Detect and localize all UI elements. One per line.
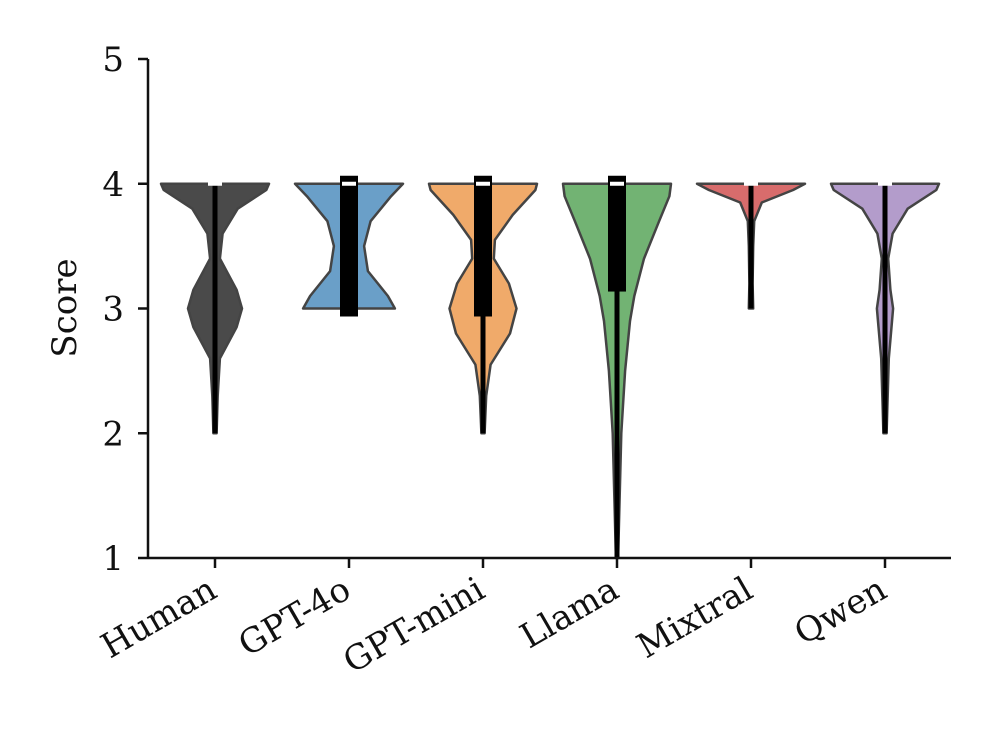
median-gpt-4o — [342, 181, 356, 186]
y-tick-label-1: 1 — [102, 539, 124, 579]
iqr-box-gpt-mini — [474, 175, 492, 317]
iqr-box-gpt-4o — [340, 175, 358, 317]
median-gpt-mini — [476, 181, 490, 186]
y-tick-label-4: 4 — [102, 165, 124, 205]
iqr-box-llama — [608, 175, 626, 292]
median-human — [208, 181, 222, 186]
y-tick-label-5: 5 — [102, 40, 124, 80]
median-qwen — [878, 181, 892, 186]
x-tick-label-Llama: Llama — [513, 569, 625, 657]
median-mixtral — [744, 181, 758, 186]
y-ticks: 1 2 3 4 5 — [102, 40, 148, 579]
y-tick-label-2: 2 — [102, 414, 124, 454]
median-llama — [610, 181, 624, 186]
y-tick-label-3: 3 — [102, 290, 124, 330]
y-axis-label: Score — [45, 258, 85, 357]
x-tick-label-Mixtral: Mixtral — [630, 569, 759, 667]
x-tick-label-Qwen: Qwen — [788, 569, 894, 653]
violin-layer — [159, 175, 941, 560]
x-tick-label-Human: Human — [94, 569, 223, 667]
x-tick-label-GPT-mini: GPT-mini — [337, 569, 492, 682]
axes — [146, 59, 951, 560]
